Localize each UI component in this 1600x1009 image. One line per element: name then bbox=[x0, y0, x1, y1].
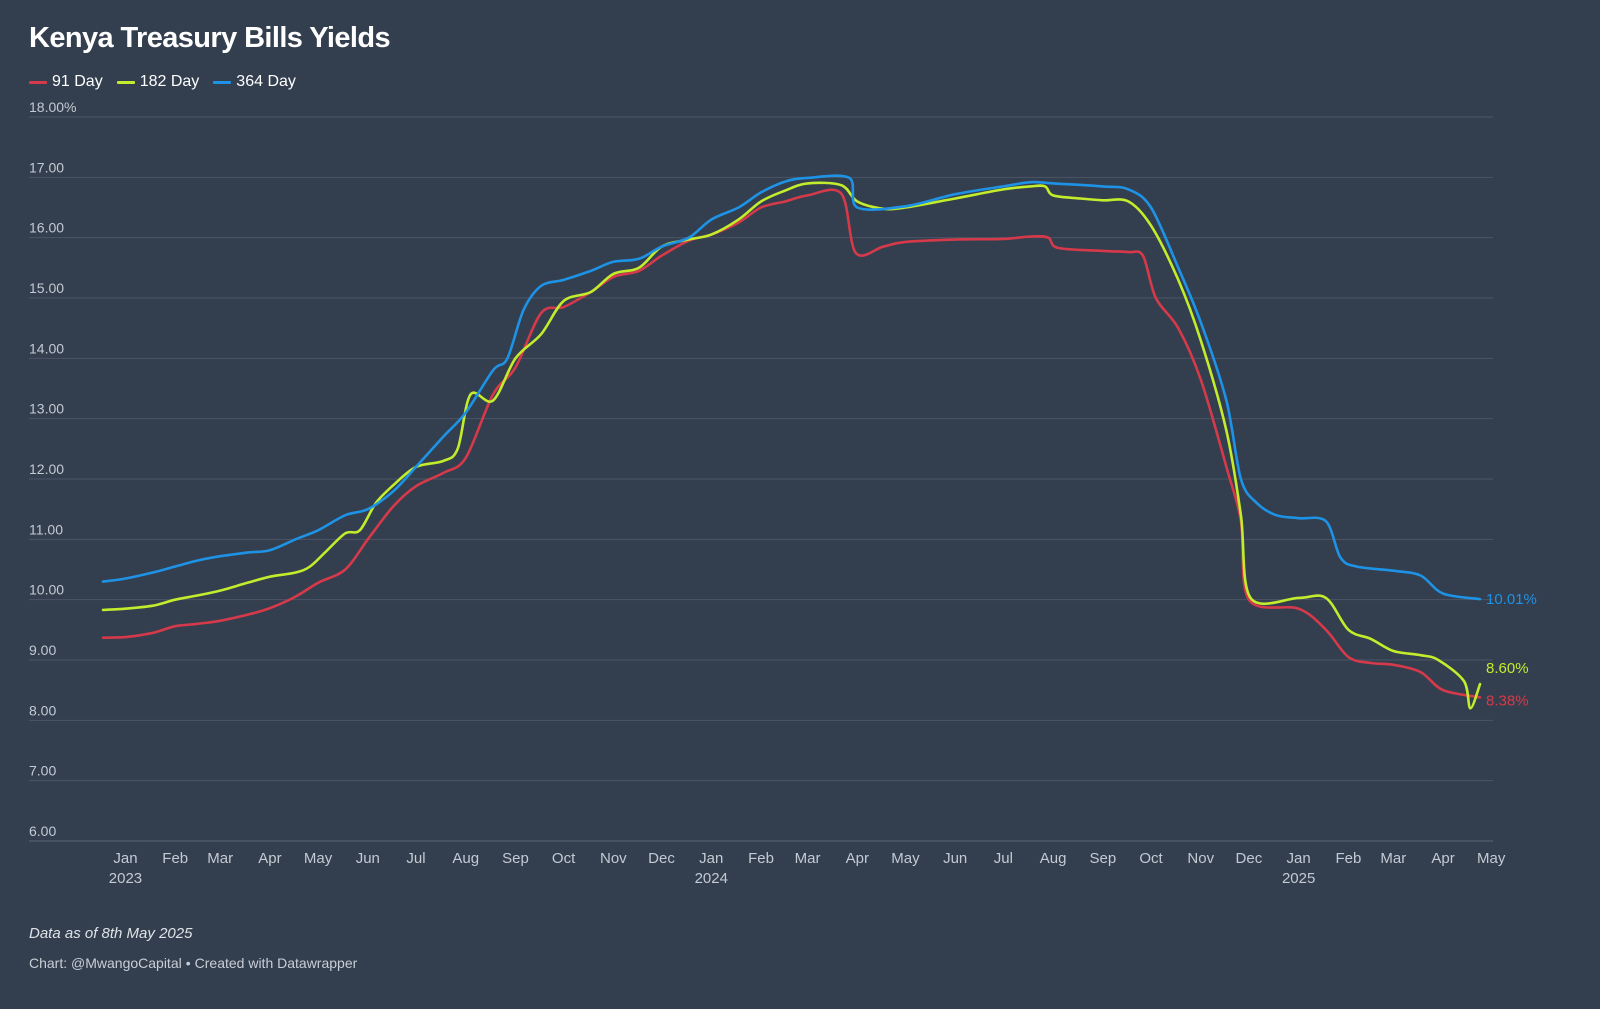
x-tick-label: Oct bbox=[1139, 850, 1163, 867]
x-tick-label: Jul bbox=[994, 850, 1013, 867]
x-tick-label: Apr bbox=[846, 850, 869, 867]
x-tick-label: Feb bbox=[748, 850, 774, 867]
x-tick-label: Oct bbox=[552, 850, 576, 867]
x-tick-label: Dec bbox=[1236, 850, 1263, 867]
y-tick-label: 9.00 bbox=[29, 642, 56, 658]
y-tick-label: 18.00% bbox=[29, 99, 76, 115]
legend: 91 Day 182 Day 364 Day bbox=[29, 73, 296, 91]
legend-item-364-day: 364 Day bbox=[213, 73, 296, 91]
x-tick-label: Aug bbox=[452, 850, 479, 867]
x-tick-label: Jul bbox=[406, 850, 425, 867]
x-tick-label: Sep bbox=[502, 850, 529, 867]
x-tick-label: Jun bbox=[943, 850, 967, 867]
y-tick-label: 14.00 bbox=[29, 340, 64, 356]
x-tick-year-label: 2024 bbox=[695, 870, 728, 887]
x-tick-label: Jan bbox=[113, 850, 137, 867]
y-tick-label: 6.00 bbox=[29, 823, 56, 839]
y-axis-ticks: 6.00 7.00 8.00 9.00 10.00 11.00 12.00 13.00 14.0… bbox=[29, 99, 76, 839]
x-tick-label: Aug bbox=[1040, 850, 1067, 867]
x-tick-label: May bbox=[304, 850, 333, 867]
y-tick-label: 10.00 bbox=[29, 582, 64, 598]
series-line-182-day bbox=[101, 181, 1482, 710]
y-tick-label: 7.00 bbox=[29, 763, 56, 779]
legend-item-182-day: 182 Day bbox=[116, 73, 200, 91]
y-tick-label: 13.00 bbox=[29, 401, 64, 417]
x-tick-label: Nov bbox=[1187, 850, 1214, 867]
legend-swatch-364-day bbox=[213, 80, 232, 84]
x-tick-label: Dec bbox=[648, 850, 675, 867]
legend-item-91-day: 91 Day bbox=[29, 73, 103, 91]
x-tick-label: Mar bbox=[1380, 850, 1406, 867]
chart-title: Kenya Treasury Bills Yields bbox=[29, 22, 391, 54]
x-tick-label: May bbox=[1477, 850, 1506, 867]
x-tick-label: Apr bbox=[1431, 850, 1454, 867]
series-line-91-day bbox=[101, 188, 1482, 699]
legend-label-182-day: 182 Day bbox=[139, 73, 200, 90]
series-lines bbox=[101, 174, 1482, 710]
end-label-91-day: 8.38% bbox=[1486, 692, 1529, 709]
y-tick-label: 11.00 bbox=[29, 521, 63, 537]
legend-label-364-day: 364 Day bbox=[236, 73, 296, 90]
x-tick-label: Jan bbox=[699, 850, 723, 867]
end-label-364-day: 10.01% bbox=[1486, 591, 1537, 608]
end-label-182-day: 8.60% bbox=[1486, 660, 1529, 677]
series-line-364-day bbox=[101, 174, 1482, 601]
x-tick-label: Mar bbox=[207, 850, 233, 867]
y-tick-label: 16.00 bbox=[29, 220, 64, 236]
x-tick-label: Mar bbox=[795, 850, 821, 867]
x-tick-year-label: 2023 bbox=[109, 870, 142, 887]
legend-swatch-91-day bbox=[29, 80, 47, 84]
footer-credit: Chart: @MwangoCapital bbox=[29, 955, 182, 971]
data-note: Data as of 8th May 2025 bbox=[29, 925, 193, 942]
y-tick-label: 17.00 bbox=[29, 159, 64, 175]
end-labels: 8.38% 8.60% 10.01% bbox=[1486, 591, 1537, 709]
y-tick-label: 15.00 bbox=[29, 280, 64, 296]
x-tick-label: Apr bbox=[258, 850, 281, 867]
y-tick-label: 8.00 bbox=[29, 702, 56, 718]
gridlines bbox=[29, 116, 1493, 842]
x-tick-label: Feb bbox=[162, 850, 188, 867]
footer-tool: Created with Datawrapper bbox=[194, 955, 358, 971]
y-tick-label: 12.00 bbox=[29, 461, 64, 477]
x-tick-label: Sep bbox=[1089, 850, 1116, 867]
legend-swatch-182-day bbox=[116, 80, 135, 84]
x-tick-label: Jun bbox=[356, 850, 380, 867]
footer: Chart: @MwangoCapital • Created with Dataw… bbox=[29, 955, 357, 971]
x-tick-label: May bbox=[891, 850, 920, 867]
x-tick-label: Jan bbox=[1287, 850, 1311, 867]
x-tick-label: Nov bbox=[600, 850, 627, 867]
x-tick-label: Feb bbox=[1335, 850, 1361, 867]
footer-separator: • bbox=[185, 955, 191, 971]
x-axis-ticks: Jan 2023 Feb Mar Apr May Jun Jul Aug Sep Oct Nov Dec… bbox=[109, 850, 1506, 887]
x-tick-year-label: 2025 bbox=[1282, 870, 1315, 887]
legend-label-91-day: 91 Day bbox=[52, 73, 103, 90]
